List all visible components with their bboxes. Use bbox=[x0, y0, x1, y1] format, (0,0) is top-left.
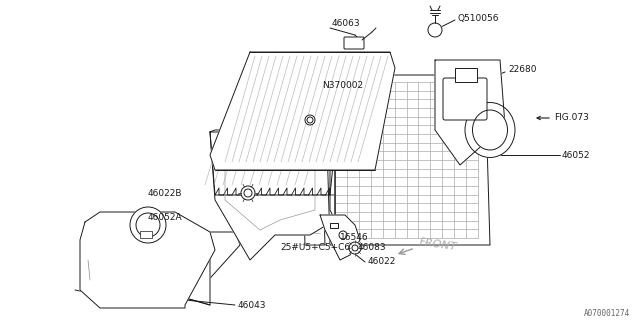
Text: 46083: 46083 bbox=[358, 244, 387, 252]
Text: 22680: 22680 bbox=[508, 66, 536, 75]
Text: 46022: 46022 bbox=[368, 258, 396, 267]
Circle shape bbox=[130, 207, 166, 243]
Circle shape bbox=[339, 231, 347, 239]
Circle shape bbox=[244, 189, 252, 197]
Polygon shape bbox=[100, 215, 210, 235]
Polygon shape bbox=[325, 75, 490, 245]
Text: 16546: 16546 bbox=[340, 234, 369, 243]
Circle shape bbox=[349, 242, 361, 254]
Bar bbox=[455, 68, 477, 82]
Text: Q510056: Q510056 bbox=[458, 13, 499, 22]
Bar bbox=[330, 223, 338, 228]
Polygon shape bbox=[80, 212, 215, 308]
Polygon shape bbox=[210, 132, 335, 195]
Circle shape bbox=[352, 245, 358, 251]
Circle shape bbox=[136, 213, 160, 237]
Polygon shape bbox=[210, 130, 335, 260]
Text: FRONT: FRONT bbox=[418, 237, 457, 252]
Text: A070001274: A070001274 bbox=[584, 309, 630, 318]
Text: 46043: 46043 bbox=[238, 300, 266, 309]
Ellipse shape bbox=[472, 110, 508, 150]
Bar bbox=[140, 231, 152, 238]
Text: N370002: N370002 bbox=[322, 82, 363, 91]
Polygon shape bbox=[85, 232, 240, 295]
Polygon shape bbox=[300, 85, 325, 245]
Circle shape bbox=[241, 186, 255, 200]
Text: 46063: 46063 bbox=[332, 20, 360, 28]
Polygon shape bbox=[100, 215, 175, 295]
Text: 46052: 46052 bbox=[562, 150, 591, 159]
Circle shape bbox=[305, 115, 315, 125]
FancyBboxPatch shape bbox=[443, 78, 487, 120]
Polygon shape bbox=[320, 215, 360, 260]
Circle shape bbox=[307, 117, 313, 123]
Text: 46052A: 46052A bbox=[148, 213, 182, 222]
Circle shape bbox=[428, 23, 442, 37]
Polygon shape bbox=[175, 215, 210, 305]
Text: 25#U5+C5+C6: 25#U5+C5+C6 bbox=[280, 244, 350, 252]
Text: FIG.073: FIG.073 bbox=[554, 114, 589, 123]
Text: 46022B: 46022B bbox=[148, 188, 182, 197]
Polygon shape bbox=[330, 132, 335, 220]
Ellipse shape bbox=[465, 102, 515, 157]
Polygon shape bbox=[435, 60, 505, 165]
Polygon shape bbox=[210, 52, 395, 170]
FancyBboxPatch shape bbox=[344, 37, 364, 49]
